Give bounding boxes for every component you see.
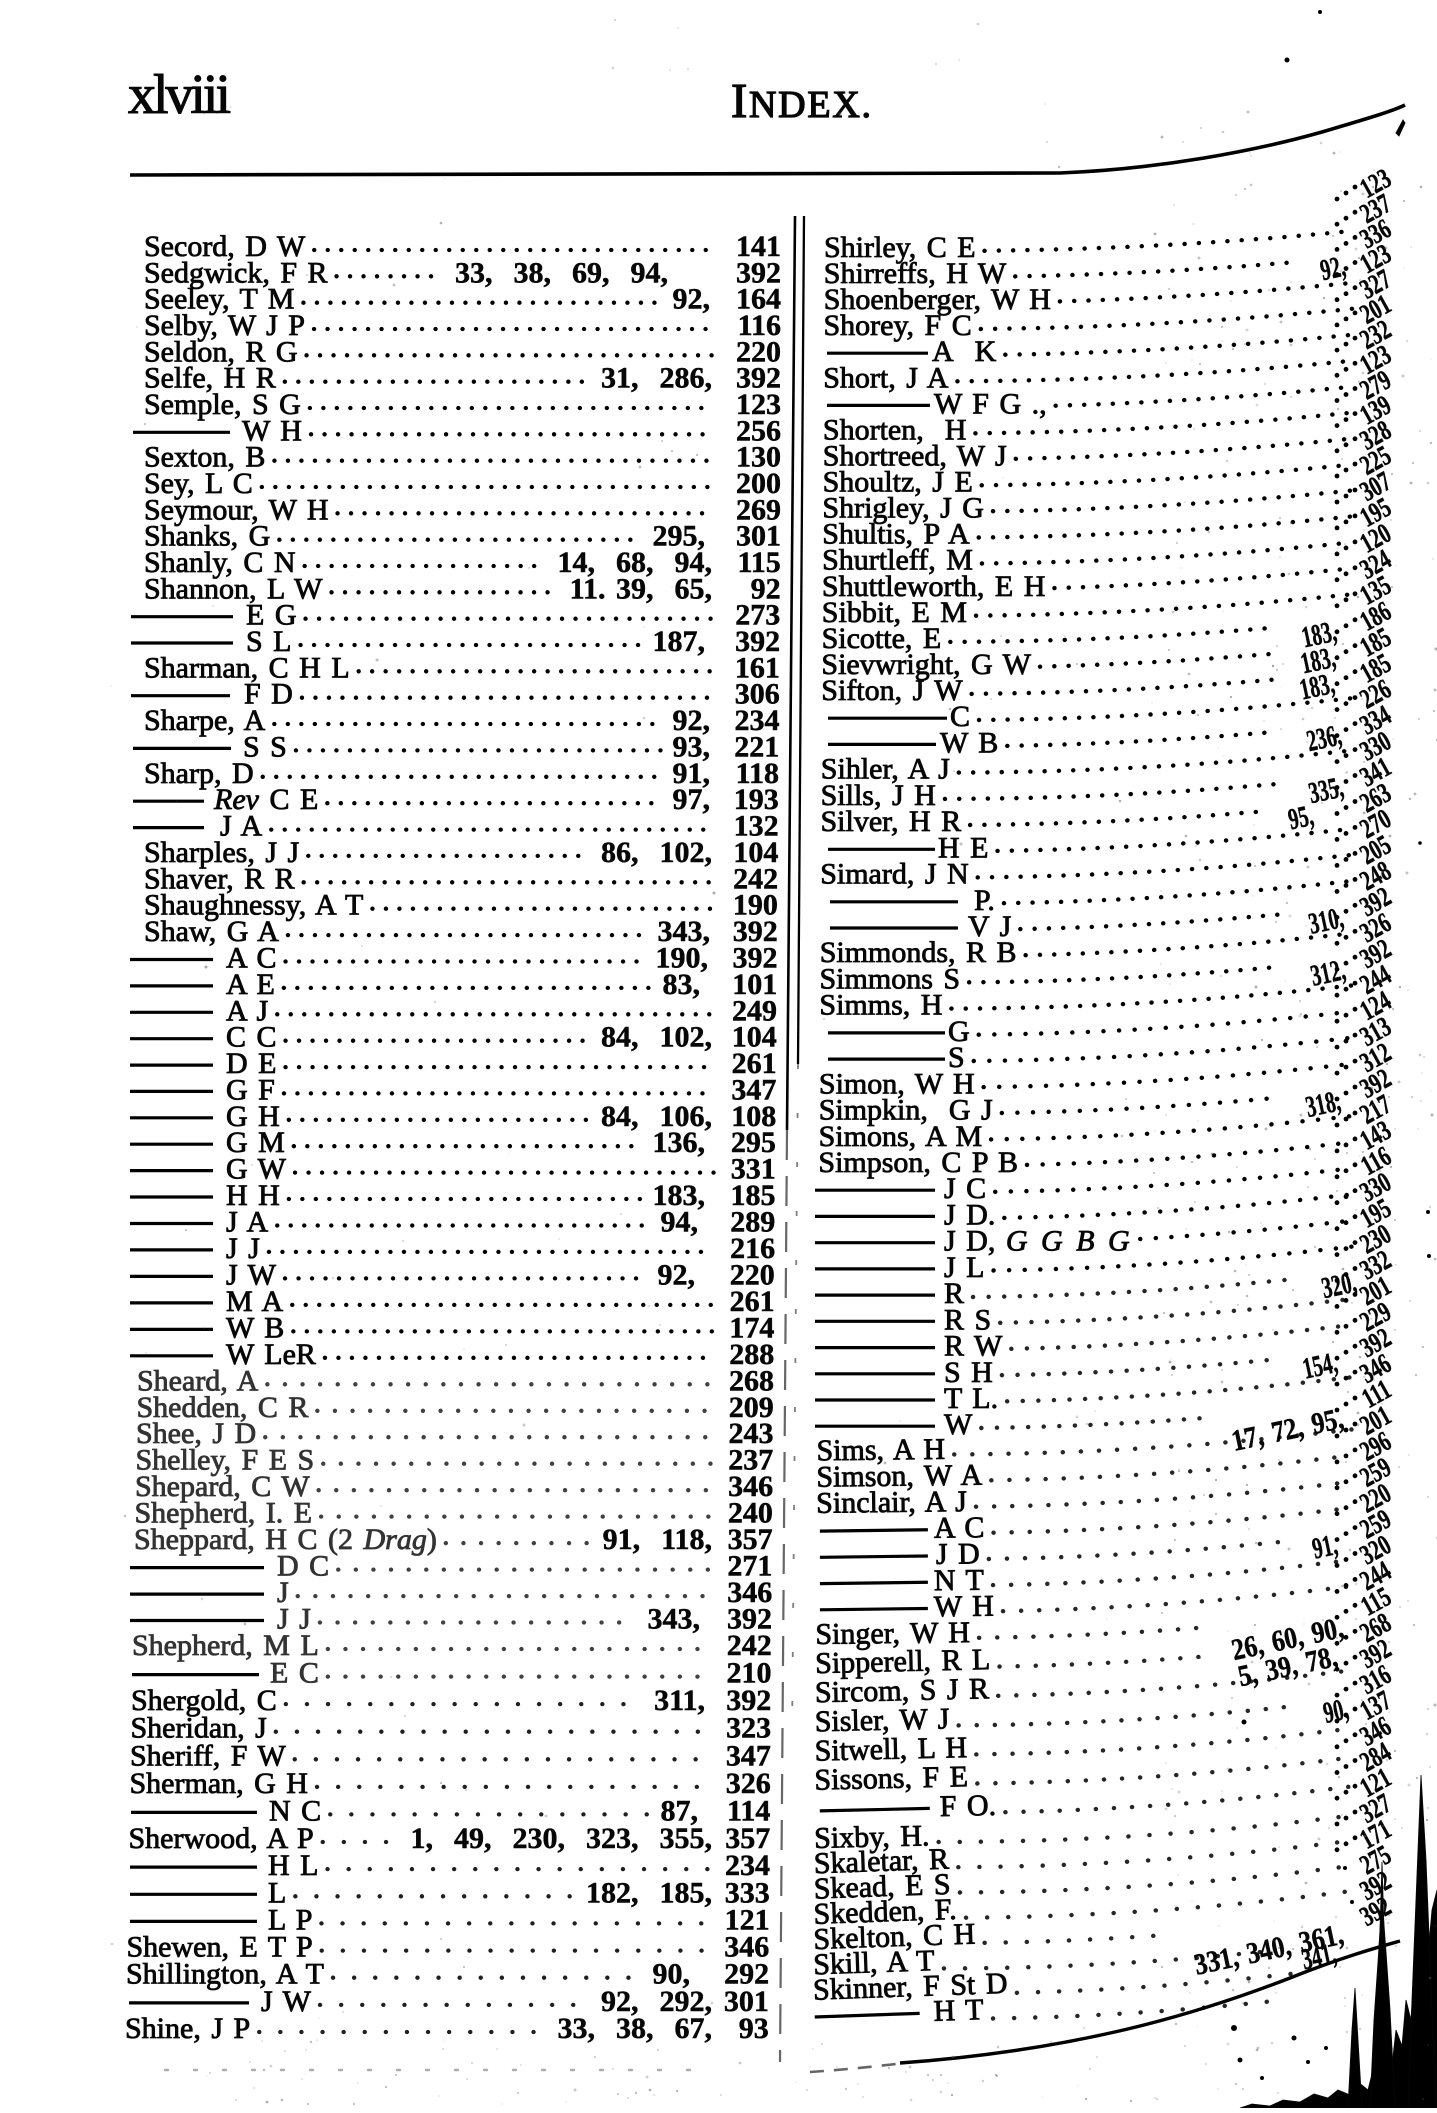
svg-text:11. 39, 65,: 11. 39, 65, <box>570 572 712 605</box>
svg-text:Simard, J N: Simard, J N <box>820 858 969 891</box>
svg-text:97,: 97, <box>673 783 711 816</box>
svg-text:312,: 312, <box>1308 953 1349 993</box>
svg-text:W: W <box>944 1408 973 1441</box>
svg-text:93: 93 <box>739 2012 769 2045</box>
svg-text:236,: 236, <box>1304 719 1345 759</box>
svg-text:1, 49, 230, 323, 355,: 1, 49, 230, 323, 355, <box>411 1822 713 1855</box>
svg-text:xlviii: xlviii <box>128 64 231 126</box>
svg-text:Simms, H: Simms, H <box>819 989 942 1022</box>
svg-text:343,: 343, <box>648 1603 701 1636</box>
svg-text:311,: 311, <box>654 1684 705 1717</box>
svg-text:J W: J W <box>261 1985 312 2018</box>
svg-text:335,: 335, <box>1306 771 1347 811</box>
svg-text:E C: E C <box>270 1657 319 1690</box>
svg-text:I: I <box>731 73 747 128</box>
svg-text:318,: 318, <box>1303 1085 1344 1125</box>
svg-text:NDEX.: NDEX. <box>749 84 873 126</box>
svg-text:H T: H T <box>933 1993 984 2028</box>
svg-text:31, 286,: 31, 286, <box>601 362 712 395</box>
svg-text:Simpson, C P B: Simpson, C P B <box>818 1146 1018 1179</box>
svg-text:33, 38, 67,: 33, 38, 67, <box>558 2012 713 2045</box>
svg-text:83,: 83, <box>663 968 701 1001</box>
svg-text:320,: 320, <box>1319 1266 1360 1306</box>
svg-text:187,: 187, <box>653 625 706 658</box>
svg-text:94,: 94, <box>661 1206 699 1239</box>
svg-text:Shine, J P: Shine, J P <box>125 2012 250 2045</box>
svg-text:183,: 183, <box>1297 667 1338 707</box>
svg-text:84, 102,: 84, 102, <box>601 1021 712 1054</box>
svg-text:91, 118,: 91, 118, <box>603 1523 712 1556</box>
svg-text:92,: 92, <box>673 283 711 316</box>
svg-text:Sifton, J W: Sifton, J W <box>821 674 963 707</box>
svg-text:92,: 92, <box>658 1258 696 1291</box>
svg-text:182, 185,: 182, 185, <box>586 1876 712 1909</box>
svg-text:F O.: F O. <box>939 1789 996 1823</box>
svg-text:Short, J A: Short, J A <box>823 361 949 394</box>
svg-text:136,: 136, <box>653 1126 706 1159</box>
svg-text:86, 102,: 86, 102, <box>601 836 712 869</box>
svg-text:33, 38, 69, 94,: 33, 38, 69, 94, <box>455 256 668 289</box>
